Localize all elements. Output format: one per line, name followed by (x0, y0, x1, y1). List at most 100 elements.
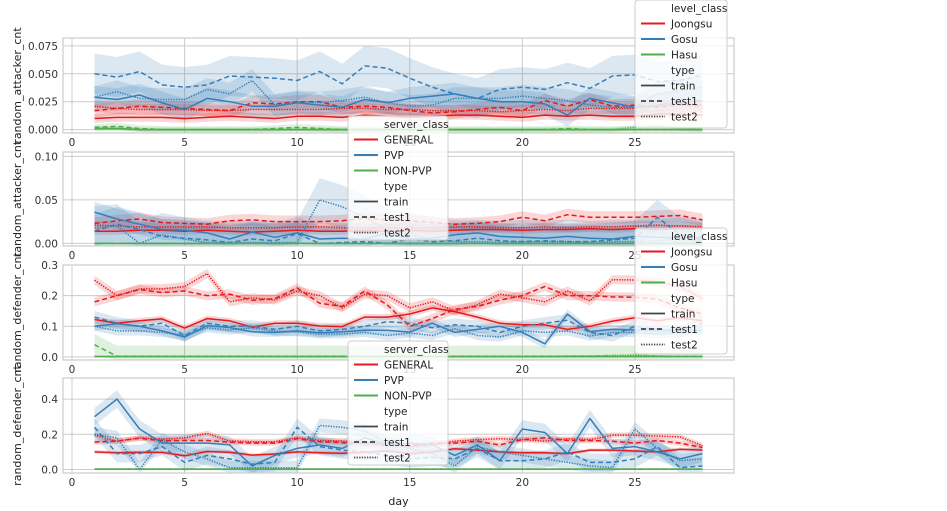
legend-hue-title: level_class (671, 3, 727, 15)
series-line-gosu-test1 (94, 316, 703, 337)
legend-box (347, 115, 449, 241)
y-tick-label: 0.1 (41, 321, 58, 333)
ci-band-pvp-train (94, 201, 703, 246)
legend-panel-1: level_class Joongsu Gosu Hasu type train test1… (634, 0, 728, 129)
ci-band-joongsu-test2 (94, 98, 703, 118)
panel-3: 0 5 10 15 20 25 0.0 0.1 0.2 0.3 random_defender_cn… (11, 252, 735, 376)
legend-hue-title: server_class (384, 344, 449, 356)
x-axis-label: day (388, 495, 409, 508)
legend-item-train: train (384, 422, 408, 434)
ci-band-pvp-test1 (94, 418, 703, 473)
x-tick-label: 0 (69, 364, 76, 376)
legend-item-hasu: Hasu (671, 50, 697, 62)
legend-item-general: GENERAL (384, 360, 433, 372)
series-line-pvp-test2 (94, 199, 703, 245)
y-axis-label: random_attacker_cnt (11, 27, 24, 144)
series-line-pvp-test2 (94, 424, 703, 471)
x-tick-label: 25 (628, 364, 641, 376)
series-line-gosu-test2 (94, 325, 703, 338)
x-tick-label: 15 (403, 250, 416, 262)
legend-box (634, 0, 728, 129)
x-tick-label: 0 (69, 137, 76, 149)
legend-panel-4: server_class GENERAL PVP NON-PVP type train te… (347, 340, 449, 466)
ci-band-gosu-train (94, 309, 703, 349)
x-tick-label: 25 (628, 477, 641, 489)
legend-item-test1: test1 (671, 324, 698, 336)
y-axis-label: random_attacker_cnt (11, 140, 24, 257)
legend-style-title: type (671, 65, 694, 77)
legend-item-pvp: PVP (384, 150, 404, 162)
legend-item-test1: test1 (384, 437, 411, 449)
ci-band-gosu-test1 (94, 311, 703, 342)
legend-item-test2: test2 (384, 453, 411, 465)
legend-box (347, 340, 449, 466)
y-tick-label: 0.2 (41, 429, 58, 441)
legend-item-general: GENERAL (384, 135, 433, 147)
x-tick-label: 0 (69, 250, 76, 262)
legend-item-train: train (671, 81, 695, 93)
legend-item-gosu: Gosu (671, 34, 698, 46)
y-axis-label: random_defender_cnt (11, 365, 24, 486)
legend-item-gosu: Gosu (671, 262, 698, 274)
series-line-joongsu-train (94, 307, 703, 331)
x-tick-label: 10 (290, 477, 303, 489)
legend-item-non-pvp: NON-PVP (384, 166, 432, 178)
legend-item-test2: test2 (671, 340, 698, 352)
x-tick-label: 0 (69, 477, 76, 489)
series-line-pvp-test1 (94, 216, 703, 245)
legend-item-test1: test1 (671, 96, 698, 108)
x-tick-label: 5 (181, 477, 188, 489)
legend-panel-2: server_class GENERAL PVP NON-PVP type train te… (347, 115, 449, 241)
legend-item-non-pvp: NON-PVP (384, 391, 432, 403)
x-tick-label: 20 (516, 137, 529, 149)
y-tick-label: 0.05 (35, 195, 58, 207)
x-tick-label: 10 (290, 137, 303, 149)
legend-item-train: train (671, 309, 695, 321)
x-tick-label: 5 (181, 250, 188, 262)
x-tick-label: 20 (516, 477, 529, 489)
y-tick-label: 0.4 (41, 394, 58, 406)
x-tick-label: 5 (181, 137, 188, 149)
x-tick-label: 15 (403, 477, 416, 489)
x-tick-label: 5 (181, 364, 188, 376)
y-tick-label: 0.00 (35, 238, 58, 250)
legend-item-pvp: PVP (384, 375, 404, 387)
legend-item-train: train (384, 197, 408, 209)
series-line-gosu-train (94, 313, 703, 345)
legend-item-test2: test2 (671, 112, 698, 124)
y-tick-label: 0.0 (41, 464, 58, 476)
series-line-gosu-train (94, 93, 703, 116)
y-tick-label: 0.050 (28, 69, 58, 81)
ci-band-joongsu-test2 (94, 269, 703, 316)
legend-style-title: type (384, 181, 407, 193)
x-tick-label: 25 (628, 137, 641, 149)
y-tick-label: 0.2 (41, 291, 58, 303)
legend-hue-title: level_class (671, 231, 727, 243)
legend-box (634, 227, 728, 355)
series-line-joongsu-test2 (94, 103, 703, 113)
y-tick-label: 0.000 (28, 125, 58, 137)
legend-hue-title: server_class (384, 119, 449, 131)
series-line-joongsu-test2 (94, 272, 703, 312)
legend-style-title: type (671, 293, 694, 305)
legend-style-title: type (384, 406, 407, 418)
series-line-gosu-test1 (94, 65, 703, 100)
y-tick-label: 0.3 (41, 260, 58, 272)
x-tick-label: 10 (290, 364, 303, 376)
x-tick-label: 20 (516, 250, 529, 262)
series-line-pvp-test1 (93, 426, 703, 469)
series-line-gosu-test2 (94, 79, 703, 109)
ci-band-gosu-test1 (94, 45, 703, 119)
x-tick-label: 20 (516, 364, 529, 376)
ci-band-joongsu-test1 (94, 92, 703, 120)
legend-item-test1: test1 (384, 212, 411, 224)
legend-item-joongsu: Joongsu (670, 19, 712, 31)
ci-band-joongsu-test1 (94, 281, 703, 331)
legend-item-hasu: Hasu (671, 278, 697, 290)
y-axis-label: random_defender_cnt (11, 252, 24, 373)
y-tick-label: 0.025 (28, 97, 58, 109)
legend-panel-3: level_class Joongsu Gosu Hasu type train test1… (634, 227, 728, 355)
ci-band-pvp-train (94, 390, 703, 473)
legend-item-test2: test2 (384, 228, 411, 240)
